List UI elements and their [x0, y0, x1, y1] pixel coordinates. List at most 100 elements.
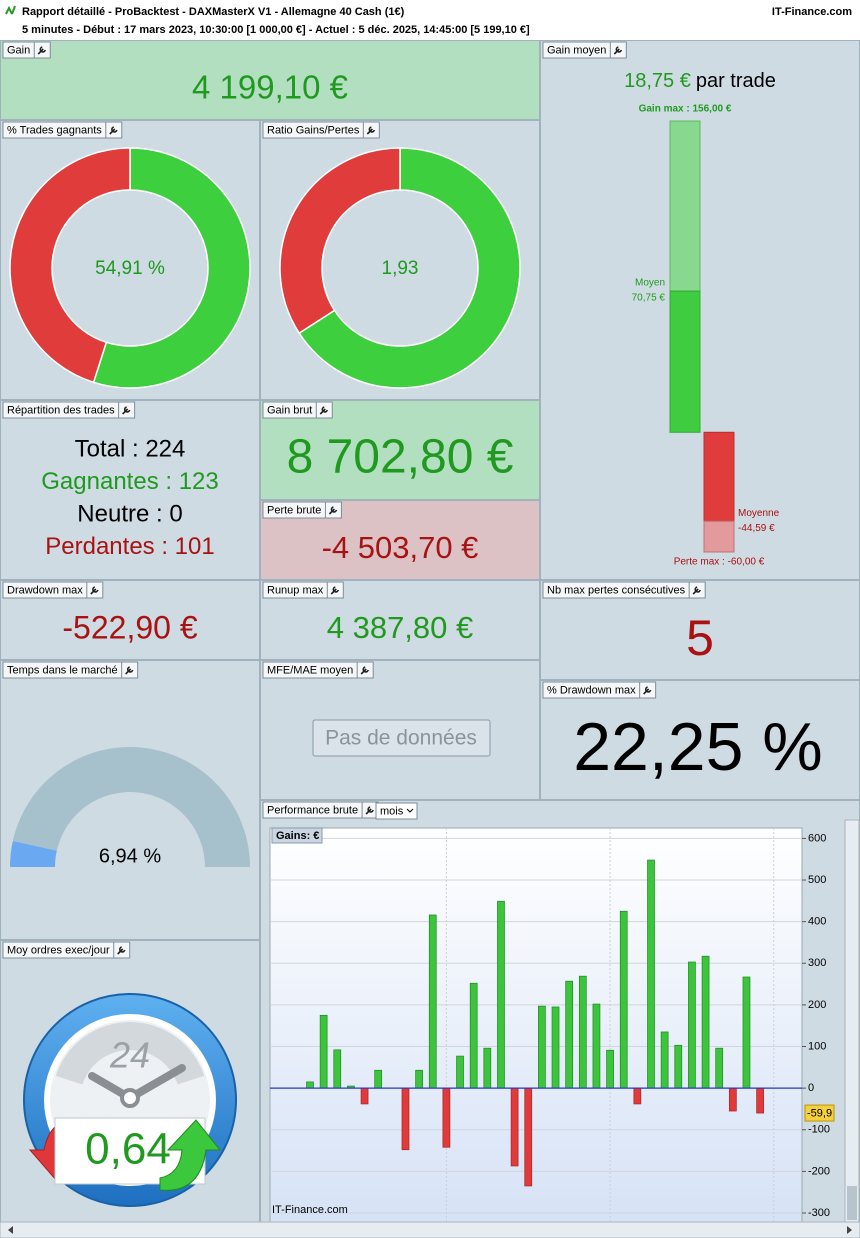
bar: [333, 1049, 342, 1089]
no-data-text: Pas de données: [325, 727, 477, 750]
gauge-label: 6,94 %: [99, 845, 161, 867]
wrench-icon[interactable]: [122, 406, 131, 415]
period-select: mois: [380, 805, 404, 817]
bar: [756, 1087, 764, 1114]
panel-tab: [262, 401, 333, 419]
panel-tab: [542, 681, 657, 699]
bar: [483, 1047, 492, 1089]
wrench-icon[interactable]: [328, 506, 338, 515]
bar: [565, 980, 574, 1089]
panel: [0, 400, 260, 580]
panel-title: Répartition des trades: [7, 404, 115, 416]
repartition-row: Perdantes : 101: [45, 533, 214, 560]
ratio-label: 1,93: [382, 258, 419, 279]
donut-loss: [279, 147, 401, 335]
panel-tab: [2, 941, 131, 959]
wrench-icon[interactable]: [360, 666, 369, 675]
bar: [319, 1014, 328, 1089]
panel-tab: [542, 581, 706, 599]
panel-tab: [2, 661, 139, 679]
drawdown-pct-value: 22,25 %: [573, 709, 823, 785]
bar: [674, 1044, 683, 1089]
wrench-icon[interactable]: [365, 806, 374, 815]
panel: [540, 680, 860, 800]
bar: [538, 1005, 546, 1089]
last-value-label: -59,9: [807, 1107, 832, 1119]
panel-tab: [2, 581, 104, 599]
scrollbar-v: [844, 819, 860, 1223]
gauge-value: [10, 841, 57, 867]
clock-hand: [126, 1064, 186, 1102]
bar: [688, 961, 696, 1089]
bar: [742, 976, 751, 1089]
avg-loss-name: Moyenne: [738, 508, 780, 519]
wrench-icon[interactable]: [37, 46, 47, 55]
repartition-row: Gagnantes : 123: [41, 468, 218, 495]
clock-arc: [55, 1022, 205, 1085]
panel-title: Gain moyen: [547, 44, 606, 56]
scroll-thumb[interactable]: [847, 1186, 857, 1220]
y-tick-label: 500: [808, 874, 826, 886]
panel-title: Performance brute: [267, 804, 358, 816]
y-tick-label: -200: [808, 1165, 830, 1177]
wrench-icon[interactable]: [319, 406, 329, 415]
scroll-arrow: [847, 1226, 852, 1234]
perte-brute-value: -4 503,70 €: [322, 530, 479, 565]
wrench-icon[interactable]: [330, 586, 340, 595]
panel-tab: [262, 581, 344, 599]
bar: [578, 975, 587, 1089]
wrench-icon[interactable]: [692, 586, 701, 595]
panel-title: Runup max: [267, 584, 324, 596]
dropdown[interactable]: [375, 802, 418, 820]
runup-value: 4 387,80 €: [327, 610, 474, 645]
bar: [701, 955, 710, 1089]
wrench-icon[interactable]: [613, 46, 623, 55]
donut-loss: [9, 147, 131, 384]
avg-loss-label: -44,59 €: [738, 523, 775, 534]
bar: [306, 1081, 314, 1089]
y-tick-label: 100: [808, 1040, 826, 1052]
wrench-icon[interactable]: [366, 126, 376, 135]
gauge-track: [12, 747, 251, 867]
loss-max-bar: [703, 520, 735, 553]
panel-title: Temps dans le marché: [7, 664, 118, 676]
panel-title: Perte brute: [267, 504, 321, 516]
wrench-icon[interactable]: [643, 686, 652, 695]
bar: [442, 1087, 451, 1148]
bar: [469, 982, 478, 1089]
wrench-icon[interactable]: [90, 586, 99, 595]
panel-title: Drawdown max: [7, 584, 83, 596]
dropdown-arrow: [406, 808, 414, 813]
gain-max-label: Gain max : 156,00 €: [639, 104, 732, 115]
wrench-icon[interactable]: [125, 666, 134, 675]
panel: [0, 40, 540, 120]
donut-win: [298, 147, 521, 389]
consec-losses-value: 5: [686, 610, 714, 666]
avg-gain-name: Moyen: [635, 278, 665, 289]
bar: [524, 1087, 533, 1187]
legend-label: Gains: €: [276, 830, 319, 842]
report-title: Rapport détaillé - ProBacktest - DAXMast…: [22, 6, 405, 18]
panel-title: Moy ordres exec/jour: [7, 944, 110, 956]
bar: [715, 1047, 724, 1089]
panel-tab: [262, 661, 374, 679]
app-icon: [5, 5, 16, 15]
green-arrow: [159, 1119, 222, 1191]
panel-title: Gain brut: [267, 404, 312, 416]
wrench-icon[interactable]: [109, 126, 118, 135]
legend-box: [271, 827, 323, 844]
wrench-icon[interactable]: [117, 946, 126, 955]
orders-value: 0,64: [85, 1125, 171, 1174]
panel-title: Ratio Gains/Pertes: [267, 124, 360, 136]
no-data-box: [312, 719, 491, 757]
report-subtitle: 5 minutes - Début : 17 mars 2023, 10:30:…: [22, 24, 530, 36]
avg-gain-unit: par trade: [696, 70, 776, 92]
avg-gain-bar: [669, 290, 701, 433]
bar: [728, 1087, 737, 1112]
panel-title: % Trades gagnants: [7, 124, 102, 136]
gain-value: 4 199,10 €: [192, 69, 348, 106]
bar: [606, 1049, 614, 1089]
drawdown-value: -522,90 €: [62, 609, 197, 645]
